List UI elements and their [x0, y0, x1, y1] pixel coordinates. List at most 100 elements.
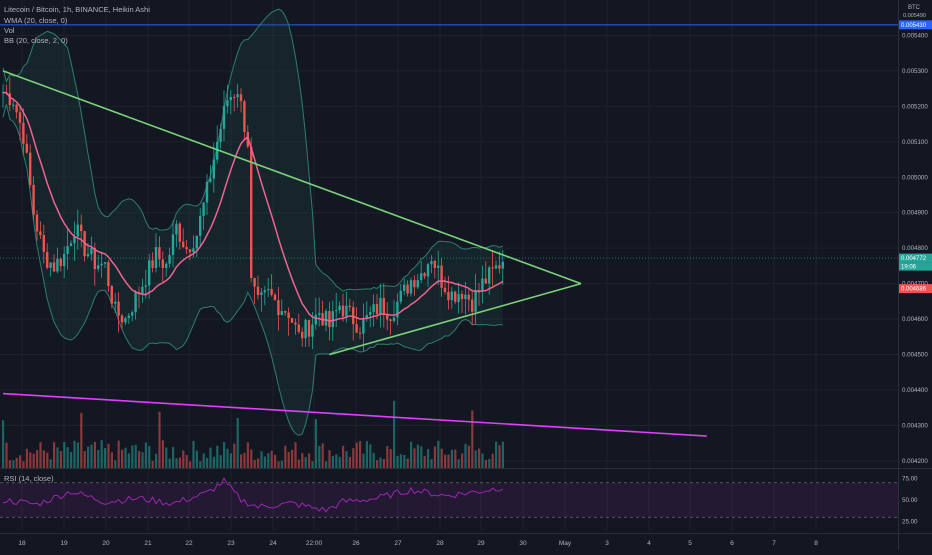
candle [280, 311, 283, 316]
currency-label: BTC [908, 5, 921, 11]
candle [12, 104, 15, 106]
volume-bar [257, 458, 260, 468]
bollinger-upper [2, 8, 503, 292]
price-tick-label: 0.005000 [902, 174, 928, 181]
candle [100, 263, 103, 266]
volume-bar [199, 461, 202, 468]
candle [25, 143, 28, 153]
candle [216, 141, 219, 160]
candle [297, 324, 300, 332]
volume-bar [430, 459, 433, 468]
volume-bar [450, 449, 453, 468]
volume-bar [461, 453, 464, 468]
candle [239, 94, 243, 102]
candle [471, 299, 474, 312]
volume-bar [396, 455, 399, 468]
volume-bar [134, 444, 137, 468]
candle [110, 285, 113, 304]
candle [365, 314, 368, 319]
volume-bar [76, 442, 79, 468]
volume-bar [29, 452, 32, 468]
volume-bar [121, 449, 124, 468]
time-tick-label: 4 [647, 540, 651, 547]
current-price-tag-bg [899, 253, 932, 263]
volume-bar [226, 448, 229, 468]
candle [328, 311, 331, 328]
wma-line [2, 91, 504, 322]
volume-bar [42, 450, 45, 468]
candle [107, 262, 110, 286]
volume-bar [172, 447, 175, 468]
candle [76, 224, 79, 237]
time-tick-label: 30 [519, 540, 527, 547]
volume-bar [110, 452, 113, 468]
candle [253, 277, 256, 287]
volume-bar [178, 457, 181, 468]
volume-bar [53, 442, 56, 468]
candle [212, 159, 215, 179]
candle [165, 263, 168, 268]
candle [226, 100, 229, 107]
volume-bar [328, 450, 331, 468]
time-tick-label: 27 [394, 540, 402, 547]
candle [103, 262, 107, 264]
volume-bar [212, 456, 215, 468]
candle [69, 243, 73, 247]
volume-bar [369, 444, 372, 468]
volume-bar [345, 451, 348, 468]
wma-legend[interactable]: WMA (20, close, 0) [4, 16, 68, 25]
candle [447, 291, 450, 301]
candle [144, 285, 147, 287]
volume-bar [437, 440, 440, 468]
time-tick-label: 29 [477, 540, 485, 547]
volume-bar [427, 449, 430, 468]
volume-bar [382, 459, 385, 468]
volume-bar [355, 442, 358, 468]
time-tick-label: 20 [102, 540, 110, 547]
volume-bar [165, 447, 168, 468]
candle [290, 318, 294, 323]
candle [8, 93, 11, 106]
volume-bar [124, 447, 127, 468]
volume-bar [365, 441, 368, 468]
volume-bar [219, 455, 222, 468]
price-tick-label: 0.004900 [902, 210, 928, 217]
candle [97, 265, 100, 269]
volume-bar [25, 448, 28, 468]
volume-bar [267, 453, 270, 468]
volume-bar [70, 451, 73, 468]
candle [433, 261, 436, 268]
candle [114, 301, 117, 304]
price-tick-label: 0.004500 [902, 352, 928, 359]
volume-bar [236, 418, 239, 468]
volume-bar [2, 420, 5, 468]
candle [392, 317, 396, 321]
volume-bar [192, 440, 195, 468]
candle [413, 280, 416, 288]
candle [141, 286, 144, 294]
volume-bar [325, 461, 328, 468]
volume-bar [56, 447, 59, 468]
current-price-tag: 0.004772 [901, 256, 927, 262]
volume-bar [488, 458, 491, 468]
volume-bar [311, 461, 314, 468]
volume-bar [131, 445, 134, 468]
volume-bar [138, 450, 141, 468]
volume-bar [491, 453, 494, 468]
bb-legend[interactable]: BB (20, close, 2, 0) [4, 36, 68, 45]
volume-bar [202, 453, 205, 468]
price-tick-label: 0.005200 [902, 103, 928, 110]
rsi-line [2, 477, 504, 513]
volume-bar [440, 448, 443, 468]
candle [386, 314, 389, 320]
volume-bar [12, 460, 15, 468]
rsi-legend[interactable]: RSI (14, close) [4, 474, 54, 483]
candle [171, 234, 175, 255]
price-tick-label: 0.005300 [902, 68, 928, 75]
rsi-tick-label: 50.00 [902, 497, 918, 504]
vol-legend[interactable]: Vol [4, 26, 15, 35]
volume-bar [209, 447, 212, 468]
price-tick-label: 0.005100 [902, 139, 928, 146]
